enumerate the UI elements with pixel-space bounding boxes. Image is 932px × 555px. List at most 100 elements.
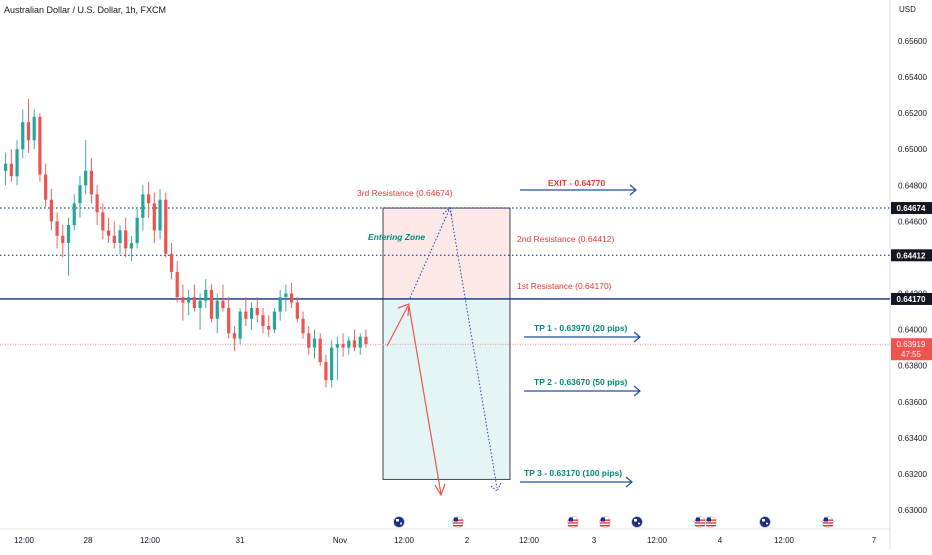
candle-body [61,235,65,244]
candle-body [272,311,277,330]
candle-body [118,230,122,244]
candle-body [141,194,145,218]
candle-body [204,289,208,301]
flag-detail [634,519,637,522]
au-event-flag-icon [393,516,405,528]
us-event-flag-icon [705,516,717,528]
tp2-label: TP 2 - 0.63670 (50 pips) [534,377,628,387]
candle-body [175,271,179,298]
y-tick-label: 0.63200 [898,470,927,479]
candle-body [341,344,345,348]
exit-arrow-head [629,184,637,196]
price-tag [891,202,932,215]
x-tick-label: 12:00 [774,536,795,545]
x-tick-label: 2 [465,536,470,545]
flag-detail [396,519,399,522]
exit-label: EXIT - 0.64770 [548,178,605,188]
candle-body [84,170,88,186]
candle-body [158,199,162,231]
candle-body [147,194,151,204]
candle-body [238,311,242,339]
us-event-flag-icon [599,516,611,528]
resistance-zone [383,208,510,299]
flag-detail [569,517,573,522]
drop-projection-arrow-head [434,483,446,497]
flag-detail [600,525,610,527]
price-tag-label: 0.64170 [897,295,926,304]
price-tag [891,292,932,305]
r3-label: 3rd Resistance (0.64674) [357,188,453,198]
y-tick-label: 0.63000 [898,506,927,515]
price-tag-label: 0.64674 [897,204,926,213]
candle-body [290,293,294,303]
candle-body [244,311,248,319]
candle-body [364,336,368,345]
x-tick-label: 4 [718,536,723,545]
candle-body [152,203,156,231]
us-event-flag-icon [694,516,706,528]
candle-body [209,289,214,319]
candle-body [312,338,317,348]
x-tick-label: 3 [592,536,597,545]
tp1-label: TP 1 - 0.63970 (20 pips) [534,323,628,333]
y-tick-label: 0.63400 [898,434,927,443]
candle-body [129,243,134,249]
candle-body [307,333,311,348]
y-tick-label: 0.65200 [898,109,927,118]
flag-detail [766,522,768,525]
candle-body [32,116,36,141]
flag-detail [454,517,458,522]
candle-body [169,253,174,272]
candle-body [181,297,185,303]
x-tick-label: Nov [333,536,347,545]
flag-detail [695,522,705,524]
candle-body [124,230,128,249]
us-event-flag-icon [822,516,834,528]
y-tick-label: 0.63600 [898,398,927,407]
candle-body [318,338,322,363]
flag-detail [706,525,716,527]
tp2-arrow-head [633,385,641,397]
entering-zone-label: Entering Zone [368,232,425,242]
flag-detail [707,517,711,522]
current-price-tag [891,338,932,361]
flag-detail [453,525,463,527]
candle-body [55,221,59,236]
candle-body [135,217,139,244]
au-event-flag-icon [631,516,643,528]
candle-body [295,302,299,319]
y-tick-label: 0.64600 [898,217,927,226]
flag-disc [759,516,771,528]
flag-detail [695,525,705,527]
candle-body [72,203,76,225]
candle-body [21,122,25,150]
y-tick-label: 0.63800 [898,362,927,371]
candle-body [347,340,351,348]
alternative-path-head [442,207,453,218]
candle-body [249,307,254,319]
candle-body [38,116,42,175]
us-event-flag-icon [567,516,579,528]
flag-detail [400,522,402,525]
current-price-label: 0.63919 [897,340,926,349]
candle-body [324,362,328,381]
candle-body [358,336,362,348]
target-zone [383,298,510,480]
candle-body [4,163,8,171]
flag-detail [600,522,610,524]
price-tag [891,249,932,262]
flag-detail [823,522,833,524]
y-tick-label: 0.65000 [898,145,927,154]
candle-body [284,293,288,298]
candle-body [9,163,13,177]
candle-body [66,224,71,244]
flag-disc [393,516,405,528]
chart-title: Australian Dollar / U.S. Dollar, 1h, FXC… [4,5,167,15]
candle-body [112,235,116,244]
au-event-flag-icon [759,516,771,528]
candle-body [221,300,225,308]
candle-body [215,300,219,319]
currency-label: USD [899,5,916,14]
